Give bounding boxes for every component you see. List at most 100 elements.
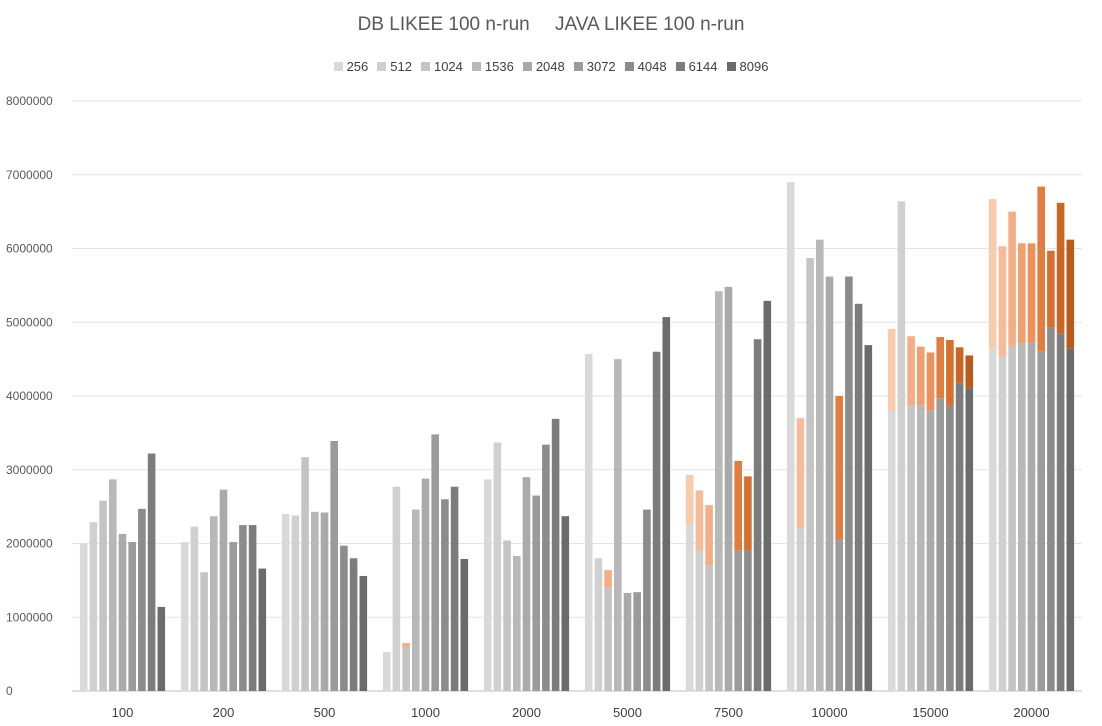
db-bar-6144-5000: [652, 351, 661, 691]
legend: 256 512 1024 1536 2048 3072 4048 6144 8096: [0, 59, 1102, 74]
db-bar-256-20000: [988, 348, 997, 691]
x-tick-label: 100: [112, 705, 134, 720]
db-bar-512-1000: [392, 486, 401, 691]
db-bar-6144-7500: [753, 339, 762, 691]
db-bar-256-500: [281, 514, 290, 691]
db-bar-6144-20000: [1056, 333, 1065, 691]
db-bar-1536-200: [210, 516, 218, 691]
db-bar-1536-7500: [715, 291, 723, 691]
java-bar-1024-7500: [705, 505, 713, 566]
chart-title: DB LIKEE 100 n-run JAVA LIKEE 100 n-run: [0, 14, 1102, 36]
db-bar-6144-10000: [854, 303, 863, 691]
db-bar-4048-1000: [441, 499, 449, 691]
db-bar-2048-100: [118, 533, 127, 691]
db-bar-6144-500: [349, 558, 358, 691]
db-bar-1024-100: [99, 500, 107, 691]
db-bar-8096-500: [359, 575, 368, 691]
db-bar-256-2000: [483, 479, 492, 691]
db-bar-512-10000: [796, 528, 805, 691]
legend-swatch: [522, 62, 532, 71]
db-bar-1536-5000: [614, 359, 622, 691]
db-bar-3072-1000: [431, 434, 439, 691]
db-bar-2048-7500: [724, 286, 733, 691]
db-bar-3072-500: [330, 440, 338, 691]
legend-label: 2048: [535, 59, 565, 74]
legend-label: 4048: [637, 59, 667, 74]
db-bar-4048-20000: [1047, 327, 1055, 691]
legend-swatch: [471, 62, 481, 71]
db-bar-2048-10000: [825, 276, 834, 691]
db-bar-8096-2000: [561, 516, 570, 691]
legend-label: 256: [346, 59, 369, 74]
y-tick-label: 4000000: [6, 389, 53, 403]
db-bar-4048-200: [239, 525, 247, 691]
legend-label: 1024: [433, 59, 463, 74]
db-bar-3072-7500: [734, 550, 742, 691]
y-tick-label: 0: [6, 684, 13, 698]
x-tick-label: 10000: [811, 705, 847, 720]
db-bar-1536-20000: [1018, 342, 1026, 691]
legend-swatch: [675, 62, 685, 71]
java-bar-3072-7500: [734, 460, 742, 551]
db-bar-1536-500: [311, 511, 319, 691]
legend-label: 1536: [484, 59, 514, 74]
db-bar-2048-20000: [1027, 342, 1036, 691]
db-bar-1024-1000: [402, 647, 410, 691]
db-bar-4048-500: [340, 545, 348, 691]
db-bar-4048-7500: [744, 550, 752, 691]
db-bar-3072-5000: [633, 592, 641, 691]
db-bar-4048-5000: [643, 509, 651, 691]
db-bar-1024-500: [301, 457, 309, 691]
legend-item-6144: 6144: [675, 59, 718, 74]
java-bar-4048-15000: [946, 339, 954, 406]
db-bar-6144-100: [147, 453, 156, 691]
legend-item-2048: 2048: [522, 59, 565, 74]
db-bar-8096-20000: [1066, 348, 1075, 691]
java-bar-512-7500: [695, 490, 704, 551]
title-java: JAVA LIKEE 100 n-run: [555, 14, 745, 35]
db-bar-1024-200: [200, 572, 208, 691]
x-tick-label: 2000: [512, 705, 541, 720]
db-bar-512-500: [291, 515, 300, 691]
db-bar-6144-15000: [955, 382, 964, 691]
db-bar-3072-20000: [1037, 351, 1045, 691]
legend-label: 3072: [586, 59, 616, 74]
x-tick-label: 1000: [411, 705, 440, 720]
db-bar-3072-10000: [835, 539, 843, 691]
java-bar-8096-15000: [965, 355, 974, 389]
db-bar-1024-15000: [907, 405, 915, 691]
db-bar-1024-2000: [503, 540, 511, 691]
db-bar-8096-7500: [763, 300, 772, 691]
db-bar-256-100: [79, 543, 88, 691]
db-bar-2048-2000: [522, 477, 531, 691]
java-bar-1024-20000: [1008, 211, 1016, 346]
legend-swatch: [333, 62, 343, 71]
x-tick-label: 5000: [613, 705, 642, 720]
db-bar-4048-15000: [946, 405, 954, 691]
db-bar-8096-200: [258, 568, 267, 691]
legend-swatch: [573, 62, 583, 71]
java-bar-3072-20000: [1037, 186, 1045, 352]
db-bar-2048-1000: [421, 478, 430, 691]
legend-item-4048: 4048: [624, 59, 667, 74]
db-bar-512-2000: [493, 442, 502, 691]
db-bar-2048-5000: [623, 592, 632, 691]
db-bar-256-200: [180, 542, 189, 691]
x-tick-label: 500: [314, 705, 336, 720]
java-bar-2048-20000: [1027, 243, 1036, 343]
y-tick-label: 2000000: [6, 537, 53, 551]
db-bar-4048-2000: [542, 444, 550, 691]
db-bar-8096-5000: [662, 317, 671, 691]
db-bar-3072-15000: [936, 398, 944, 691]
db-bar-256-7500: [685, 525, 694, 691]
db-bar-256-15000: [887, 410, 896, 691]
db-bar-256-10000: [786, 182, 795, 691]
y-tick-label: 5000000: [6, 315, 53, 329]
db-bar-1024-10000: [806, 258, 814, 691]
db-bar-8096-100: [157, 606, 166, 691]
java-bar-4048-7500: [744, 476, 752, 551]
db-bar-4048-10000: [845, 276, 853, 691]
db-bar-6144-1000: [450, 486, 459, 691]
